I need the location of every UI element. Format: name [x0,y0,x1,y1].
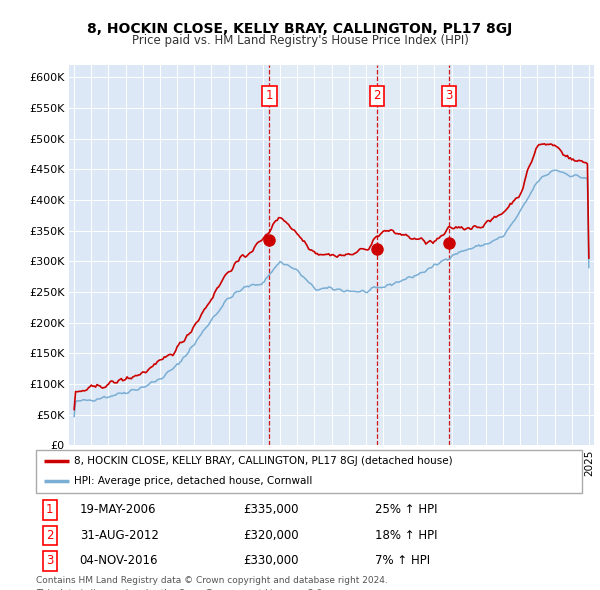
Text: 8, HOCKIN CLOSE, KELLY BRAY, CALLINGTON, PL17 8GJ (detached house): 8, HOCKIN CLOSE, KELLY BRAY, CALLINGTON,… [74,456,453,466]
Text: Contains HM Land Registry data © Crown copyright and database right 2024.: Contains HM Land Registry data © Crown c… [36,576,388,585]
Text: £320,000: £320,000 [244,529,299,542]
Text: 2: 2 [373,89,381,102]
Text: 1: 1 [46,503,53,516]
Text: 3: 3 [445,89,452,102]
Text: 1: 1 [266,89,273,102]
Bar [377,65,449,445]
Text: 31-AUG-2012: 31-AUG-2012 [80,529,158,542]
Text: 18% ↑ HPI: 18% ↑ HPI [374,529,437,542]
FancyBboxPatch shape [36,450,582,493]
Text: Price paid vs. HM Land Registry's House Price Index (HPI): Price paid vs. HM Land Registry's House … [131,34,469,47]
Text: 2: 2 [46,529,53,542]
Text: HPI: Average price, detached house, Cornwall: HPI: Average price, detached house, Corn… [74,476,313,486]
Text: 8, HOCKIN CLOSE, KELLY BRAY, CALLINGTON, PL17 8GJ: 8, HOCKIN CLOSE, KELLY BRAY, CALLINGTON,… [88,22,512,36]
Text: £335,000: £335,000 [244,503,299,516]
Text: 19-MAY-2006: 19-MAY-2006 [80,503,156,516]
Text: £330,000: £330,000 [244,555,299,568]
Text: 7% ↑ HPI: 7% ↑ HPI [374,555,430,568]
Text: 3: 3 [46,555,53,568]
Bar [269,65,377,445]
Text: 25% ↑ HPI: 25% ↑ HPI [374,503,437,516]
Text: 04-NOV-2016: 04-NOV-2016 [80,555,158,568]
Text: This data is licensed under the Open Government Licence v3.0.: This data is licensed under the Open Gov… [36,589,325,590]
